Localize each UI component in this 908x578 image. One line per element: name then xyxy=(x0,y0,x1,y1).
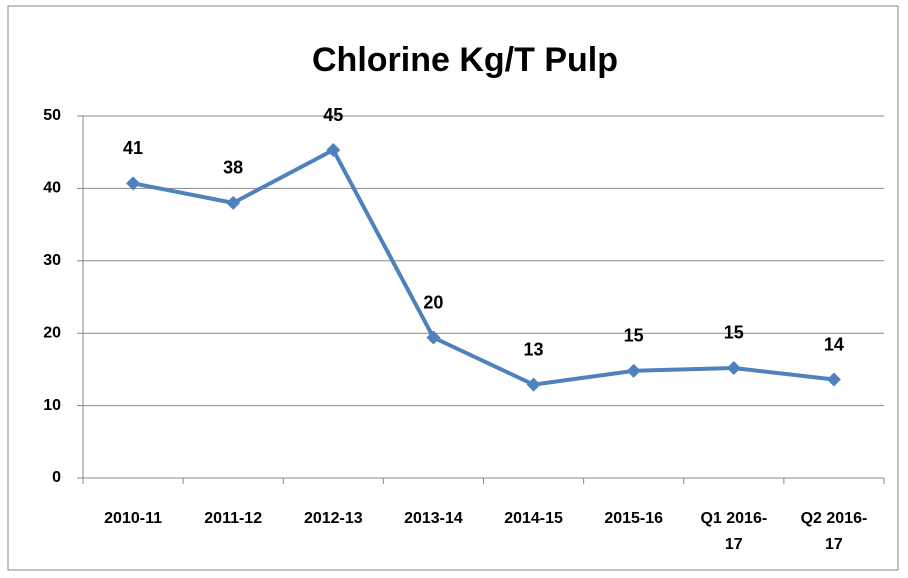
line xyxy=(132,148,835,387)
data-label: 15 xyxy=(724,323,744,343)
y-tick-label: 10 xyxy=(43,397,61,414)
marker xyxy=(726,360,741,375)
y-tick-label: 40 xyxy=(43,180,61,197)
x-tick-label: 2012-13 xyxy=(303,510,363,527)
y-tick-label: 30 xyxy=(43,252,61,269)
marker xyxy=(526,377,541,392)
data-label: 41 xyxy=(123,138,143,158)
data-label: 15 xyxy=(624,326,644,346)
y-tick-label: 0 xyxy=(52,469,61,486)
x-tick-label: Q1 2016-17 xyxy=(700,510,768,553)
y-tick-label: 50 xyxy=(43,107,61,124)
x-tick-label: 2010-11 xyxy=(104,510,162,527)
x-tick-label: 2014-15 xyxy=(504,510,563,527)
x-tick-label: 2011-12 xyxy=(204,510,263,527)
chart-frame xyxy=(7,5,899,571)
marker xyxy=(626,363,641,378)
data-label: 45 xyxy=(323,105,343,125)
x-tick-label: 2015-16 xyxy=(604,510,664,527)
marker xyxy=(826,372,841,387)
data-label: 38 xyxy=(223,158,243,178)
x-tick-label: Q2 2016-17 xyxy=(800,510,868,553)
marker xyxy=(426,330,441,345)
marker xyxy=(126,176,141,191)
marker xyxy=(326,143,341,158)
data-label: 14 xyxy=(824,334,844,354)
x-tick-label: 2013-14 xyxy=(404,510,463,527)
data-label: 13 xyxy=(524,339,544,359)
chart-title: Chlorine Kg/T Pulp xyxy=(312,41,618,79)
marker xyxy=(226,195,241,210)
y-tick-label: 20 xyxy=(43,324,61,341)
data-label: 20 xyxy=(423,292,443,312)
